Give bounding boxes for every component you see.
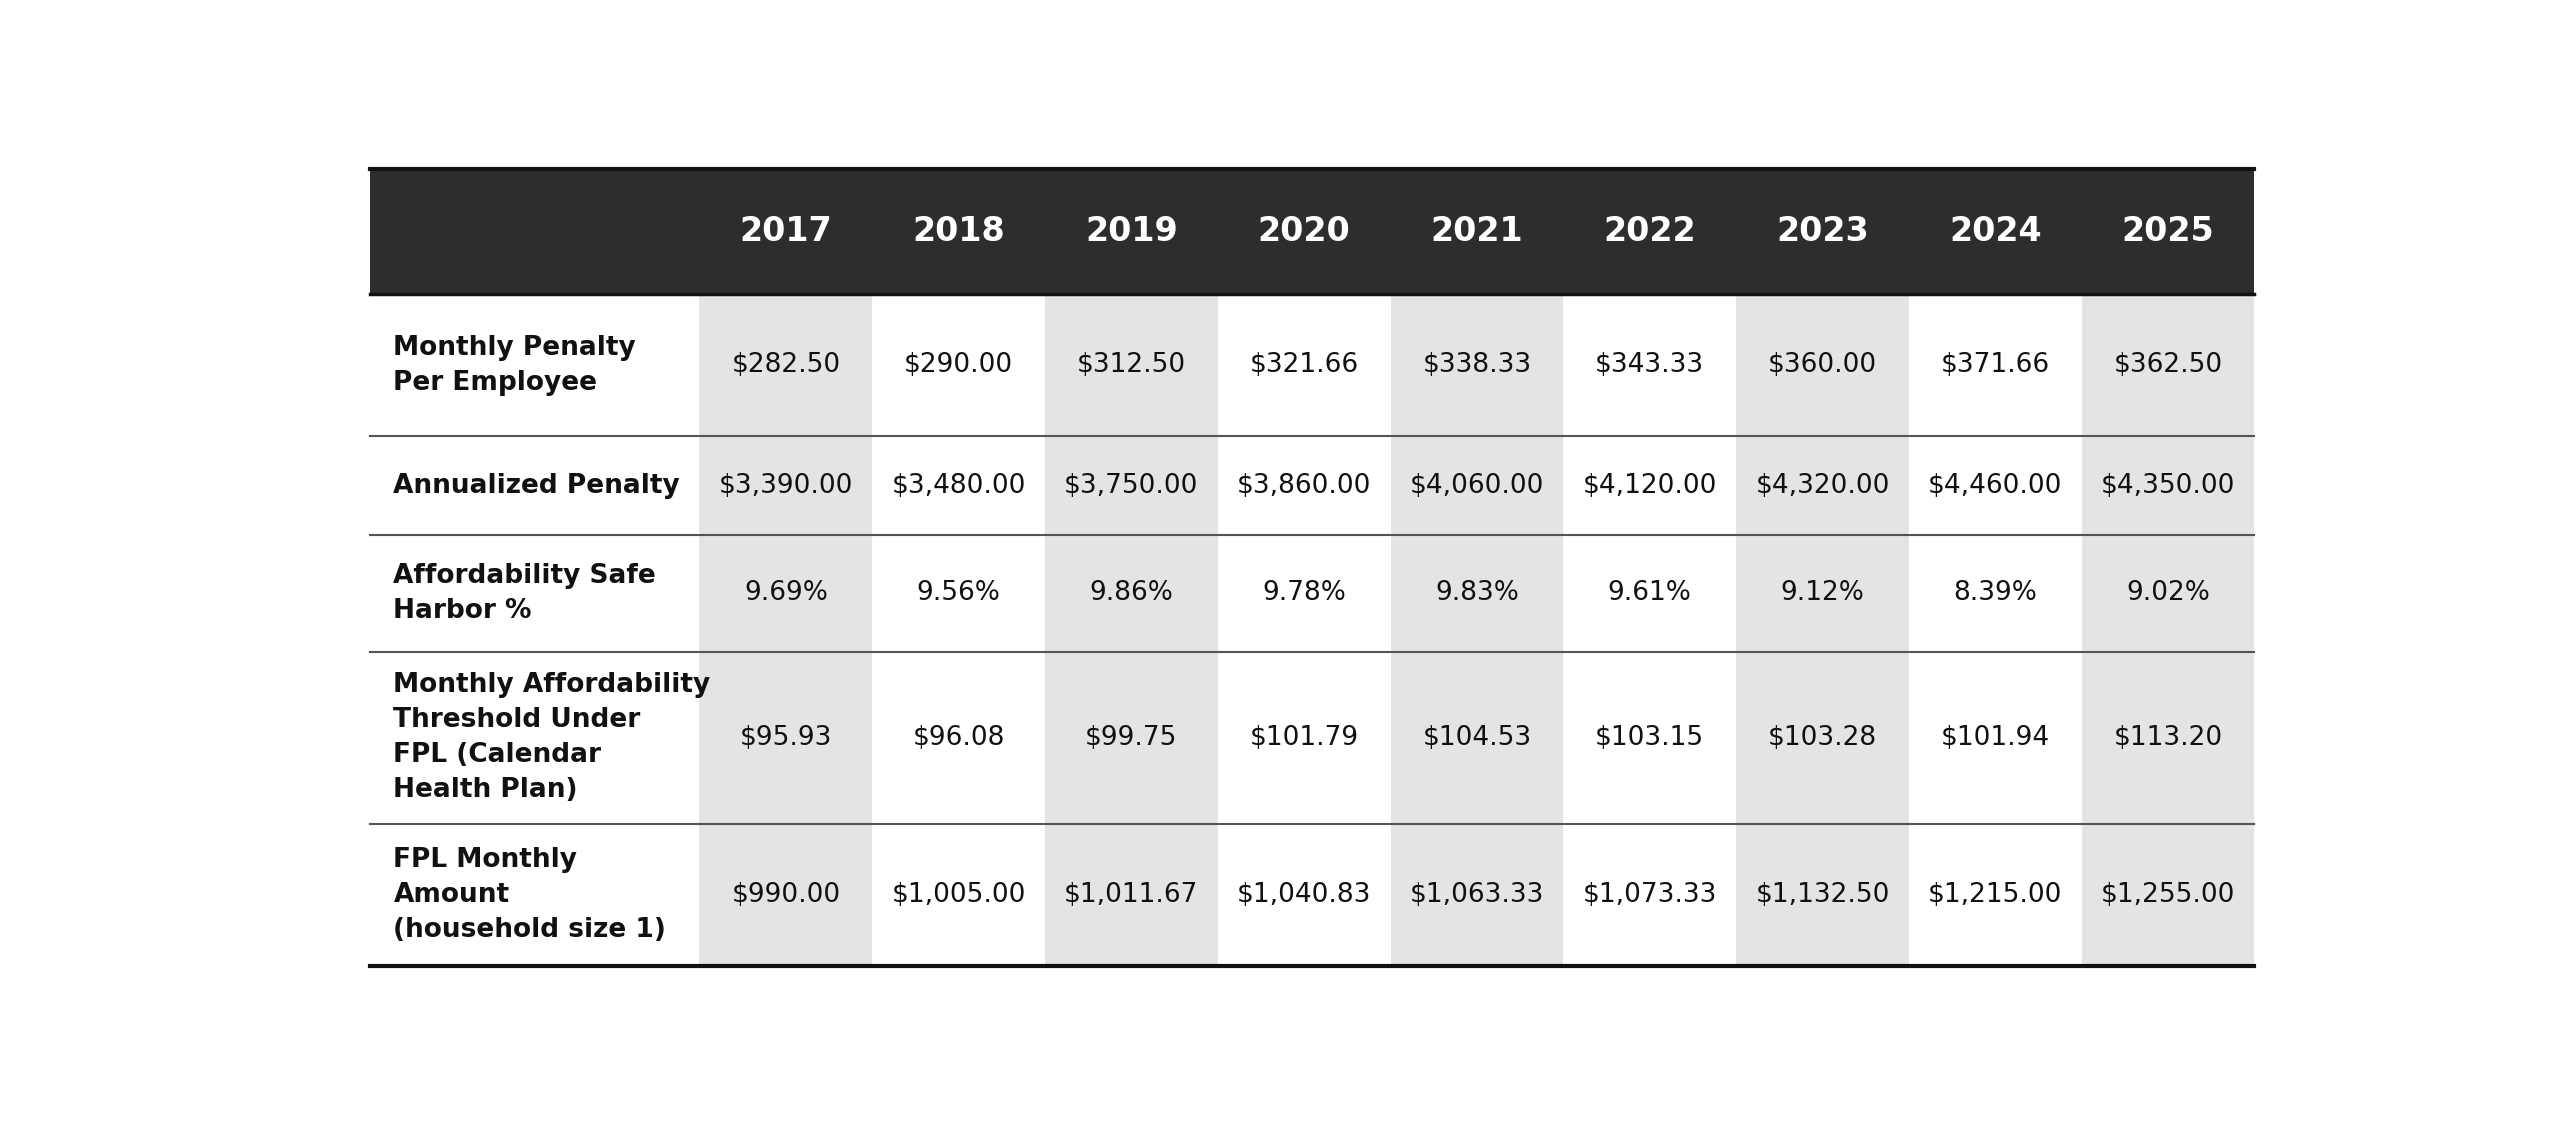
- Text: $4,320.00: $4,320.00: [1756, 473, 1889, 499]
- Text: $343.33: $343.33: [1595, 352, 1705, 379]
- Text: $1,215.00: $1,215.00: [1928, 881, 2063, 908]
- Bar: [1044, 294, 1219, 966]
- Text: 8.39%: 8.39%: [1953, 580, 2038, 607]
- Text: 2021: 2021: [1431, 216, 1523, 248]
- Text: $3,390.00: $3,390.00: [719, 473, 852, 499]
- Bar: [1736, 294, 1910, 966]
- Text: $990.00: $990.00: [732, 881, 840, 908]
- Text: $3,480.00: $3,480.00: [891, 473, 1027, 499]
- Text: $101.94: $101.94: [1940, 725, 2051, 751]
- Text: $1,011.67: $1,011.67: [1065, 881, 1198, 908]
- Text: $3,750.00: $3,750.00: [1065, 473, 1198, 499]
- Text: 2024: 2024: [1948, 216, 2040, 248]
- Text: 2018: 2018: [911, 216, 1006, 248]
- Text: $362.50: $362.50: [2115, 352, 2222, 379]
- Text: 9.12%: 9.12%: [1782, 580, 1864, 607]
- Text: $1,040.83: $1,040.83: [1236, 881, 1372, 908]
- Text: 2020: 2020: [1257, 216, 1352, 248]
- Text: $101.79: $101.79: [1249, 725, 1359, 751]
- Text: Monthly Penalty
Per Employee: Monthly Penalty Per Employee: [394, 335, 635, 396]
- Text: 2023: 2023: [1777, 216, 1869, 248]
- Text: 2019: 2019: [1085, 216, 1178, 248]
- Text: $3,860.00: $3,860.00: [1236, 473, 1372, 499]
- Text: 9.61%: 9.61%: [1608, 580, 1692, 607]
- Bar: [369, 170, 2255, 294]
- Text: 9.02%: 9.02%: [2125, 580, 2209, 607]
- Text: 9.69%: 9.69%: [745, 580, 827, 607]
- Text: $4,120.00: $4,120.00: [1582, 473, 1718, 499]
- Text: $99.75: $99.75: [1085, 725, 1178, 751]
- Text: 9.86%: 9.86%: [1091, 580, 1172, 607]
- Text: $103.28: $103.28: [1769, 725, 1876, 751]
- Bar: [1564, 294, 1736, 966]
- Text: 2025: 2025: [2122, 216, 2214, 248]
- Bar: [1219, 294, 1390, 966]
- Bar: [369, 294, 699, 966]
- Bar: [699, 294, 873, 966]
- Text: $113.20: $113.20: [2115, 725, 2222, 751]
- Text: 2022: 2022: [1603, 216, 1697, 248]
- Text: $360.00: $360.00: [1769, 352, 1876, 379]
- Text: 9.78%: 9.78%: [1262, 580, 1347, 607]
- Text: $104.53: $104.53: [1423, 725, 1531, 751]
- Text: $1,005.00: $1,005.00: [891, 881, 1027, 908]
- Text: $4,460.00: $4,460.00: [1928, 473, 2063, 499]
- Text: 9.56%: 9.56%: [916, 580, 1001, 607]
- Text: $95.93: $95.93: [740, 725, 832, 751]
- Bar: [873, 294, 1044, 966]
- Bar: [1390, 294, 1564, 966]
- Text: $1,073.33: $1,073.33: [1582, 881, 1718, 908]
- Text: $290.00: $290.00: [904, 352, 1014, 379]
- Text: $312.50: $312.50: [1078, 352, 1185, 379]
- Text: $1,063.33: $1,063.33: [1411, 881, 1544, 908]
- Bar: [1910, 294, 2081, 966]
- Text: Affordability Safe
Harbor %: Affordability Safe Harbor %: [394, 563, 655, 624]
- Text: Monthly Affordability
Threshold Under
FPL (Calendar
Health Plan): Monthly Affordability Threshold Under FP…: [394, 672, 712, 804]
- Text: 2017: 2017: [740, 216, 832, 248]
- Text: $371.66: $371.66: [1940, 352, 2051, 379]
- Text: $338.33: $338.33: [1423, 352, 1531, 379]
- Text: 9.83%: 9.83%: [1436, 580, 1518, 607]
- Bar: [2081, 294, 2255, 966]
- Text: $4,350.00: $4,350.00: [2102, 473, 2235, 499]
- Text: $4,060.00: $4,060.00: [1411, 473, 1544, 499]
- Text: $282.50: $282.50: [732, 352, 840, 379]
- Text: $321.66: $321.66: [1249, 352, 1359, 379]
- Text: $103.15: $103.15: [1595, 725, 1705, 751]
- Text: Annualized Penalty: Annualized Penalty: [394, 473, 681, 499]
- Text: $1,132.50: $1,132.50: [1756, 881, 1889, 908]
- Text: FPL Monthly
Amount
(household size 1): FPL Monthly Amount (household size 1): [394, 846, 666, 943]
- Text: $96.08: $96.08: [911, 725, 1004, 751]
- Text: $1,255.00: $1,255.00: [2102, 881, 2235, 908]
